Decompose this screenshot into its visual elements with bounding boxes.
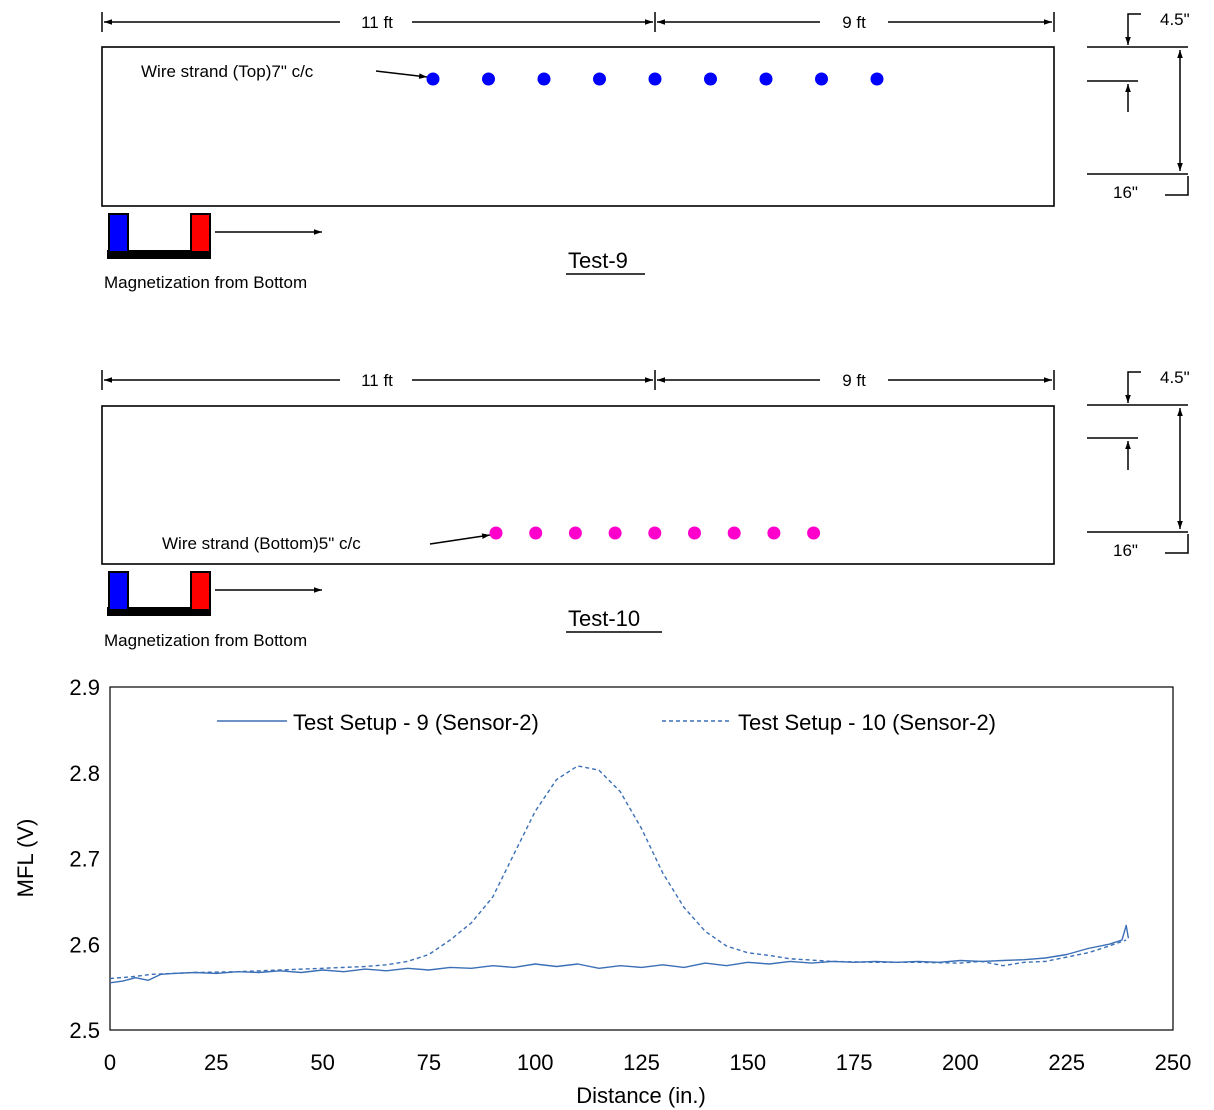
span-left-label: 11 ft [361, 13, 393, 32]
magnet-assembly: Magnetization from Bottom [104, 213, 322, 292]
plot-area [109, 686, 1174, 1031]
x-tick-label: 0 [104, 1050, 116, 1075]
span-right-label: 9 ft [842, 371, 866, 390]
strand-dot [648, 72, 662, 86]
x-tick-label: 75 [417, 1050, 441, 1075]
magnet-assembly: Magnetization from Bottom [104, 571, 322, 650]
series-line-0 [109, 924, 1130, 984]
strand-dot [426, 72, 440, 86]
top-offset-label: 4.5" [1160, 10, 1190, 29]
magnet-yoke [107, 250, 211, 259]
strand-dot [704, 72, 717, 86]
beam-outline [101, 46, 1055, 207]
x-tick-label: 25 [204, 1050, 228, 1075]
magnet-label: Magnetization from Bottom [104, 273, 307, 292]
x-tick-label: 250 [1155, 1050, 1192, 1075]
section-dimension: 4.5" 16" [1087, 368, 1190, 560]
strand-dot [807, 526, 821, 540]
y-tick-label: 2.7 [69, 847, 100, 872]
x-axis-label: Distance (in.) [576, 1083, 706, 1108]
diagram-title: Test-9 [568, 248, 628, 273]
y-tick-label: 2.8 [69, 761, 100, 786]
top-offset-label: 4.5" [1160, 368, 1190, 387]
strand-dot [815, 72, 828, 86]
strand-dot [648, 526, 662, 540]
y-tick-label: 2.6 [69, 932, 100, 957]
x-tick-label: 200 [942, 1050, 979, 1075]
depth-label: 16" [1113, 541, 1138, 560]
strand-dot [759, 72, 773, 86]
magnet-south-pole [190, 571, 211, 611]
strand-dot [593, 72, 606, 86]
series-line-1 [109, 765, 1127, 980]
beam-outline [101, 405, 1055, 565]
strand-dot [489, 526, 503, 540]
mfl-chart: 2.5 2.6 2.7 2.8 2.9 0 25 50 75 100 125 150 175 200 22… [13, 675, 1191, 1108]
legend-entry-0: Test Setup - 9 (Sensor-2) [293, 710, 539, 735]
span-right-label: 9 ft [842, 13, 866, 32]
span-dimension: 11 ft 9 ft [101, 12, 1055, 32]
x-tick-label: 175 [836, 1050, 873, 1075]
y-tick-label: 2.5 [69, 1018, 100, 1043]
magnet-north-pole [108, 571, 129, 611]
x-tick-label: 125 [623, 1050, 660, 1075]
strand-dot [727, 526, 741, 540]
strand-dot [568, 526, 582, 540]
strand-dot [688, 526, 701, 540]
x-tick-label: 100 [517, 1050, 554, 1075]
y-axis-label: MFL (V) [13, 819, 38, 898]
strand-label: Wire strand (Top)7" c/c [141, 62, 314, 81]
x-tick-label: 50 [310, 1050, 334, 1075]
section-dimension: 4.5" 16" [1087, 10, 1190, 202]
strand-dot [482, 72, 495, 86]
legend: Test Setup - 9 (Sensor-2) Test Setup - 1… [217, 710, 996, 735]
diagram-test-9: 11 ft 9 ft Wire strand (Top)7" c/c 4.5" … [101, 10, 1190, 292]
magnet-south-pole [190, 213, 211, 253]
legend-entry-1: Test Setup - 10 (Sensor-2) [738, 710, 996, 735]
strand-dot [767, 526, 781, 540]
y-tick-label: 2.9 [69, 675, 100, 700]
strand-label: Wire strand (Bottom)5" c/c [162, 534, 361, 553]
magnet-label: Magnetization from Bottom [104, 631, 307, 650]
magnet-yoke [107, 607, 211, 616]
strand-leader [429, 533, 491, 545]
span-left-label: 11 ft [361, 371, 393, 390]
strand-leader [375, 70, 428, 79]
depth-label: 16" [1113, 183, 1138, 202]
strand-row [426, 72, 884, 86]
diagram-title: Test-10 [568, 606, 640, 631]
strand-dot [529, 526, 543, 540]
strand-dot [608, 526, 622, 540]
series-layer [109, 765, 1130, 984]
strand-row [489, 526, 821, 540]
x-tick-label: 150 [729, 1050, 766, 1075]
strand-dot [537, 72, 551, 86]
x-tick-label: 225 [1048, 1050, 1085, 1075]
x-axis: 0 25 50 75 100 125 150 175 200 225 250 [104, 1050, 1191, 1075]
span-dimension: 11 ft 9 ft [101, 370, 1055, 390]
y-axis: 2.5 2.6 2.7 2.8 2.9 [69, 675, 100, 1043]
diagram-test-10: 11 ft 9 ft Wire strand (Bottom)5" c/c 4.… [101, 368, 1190, 650]
strand-dot [870, 72, 884, 86]
magnet-north-pole [108, 213, 129, 253]
